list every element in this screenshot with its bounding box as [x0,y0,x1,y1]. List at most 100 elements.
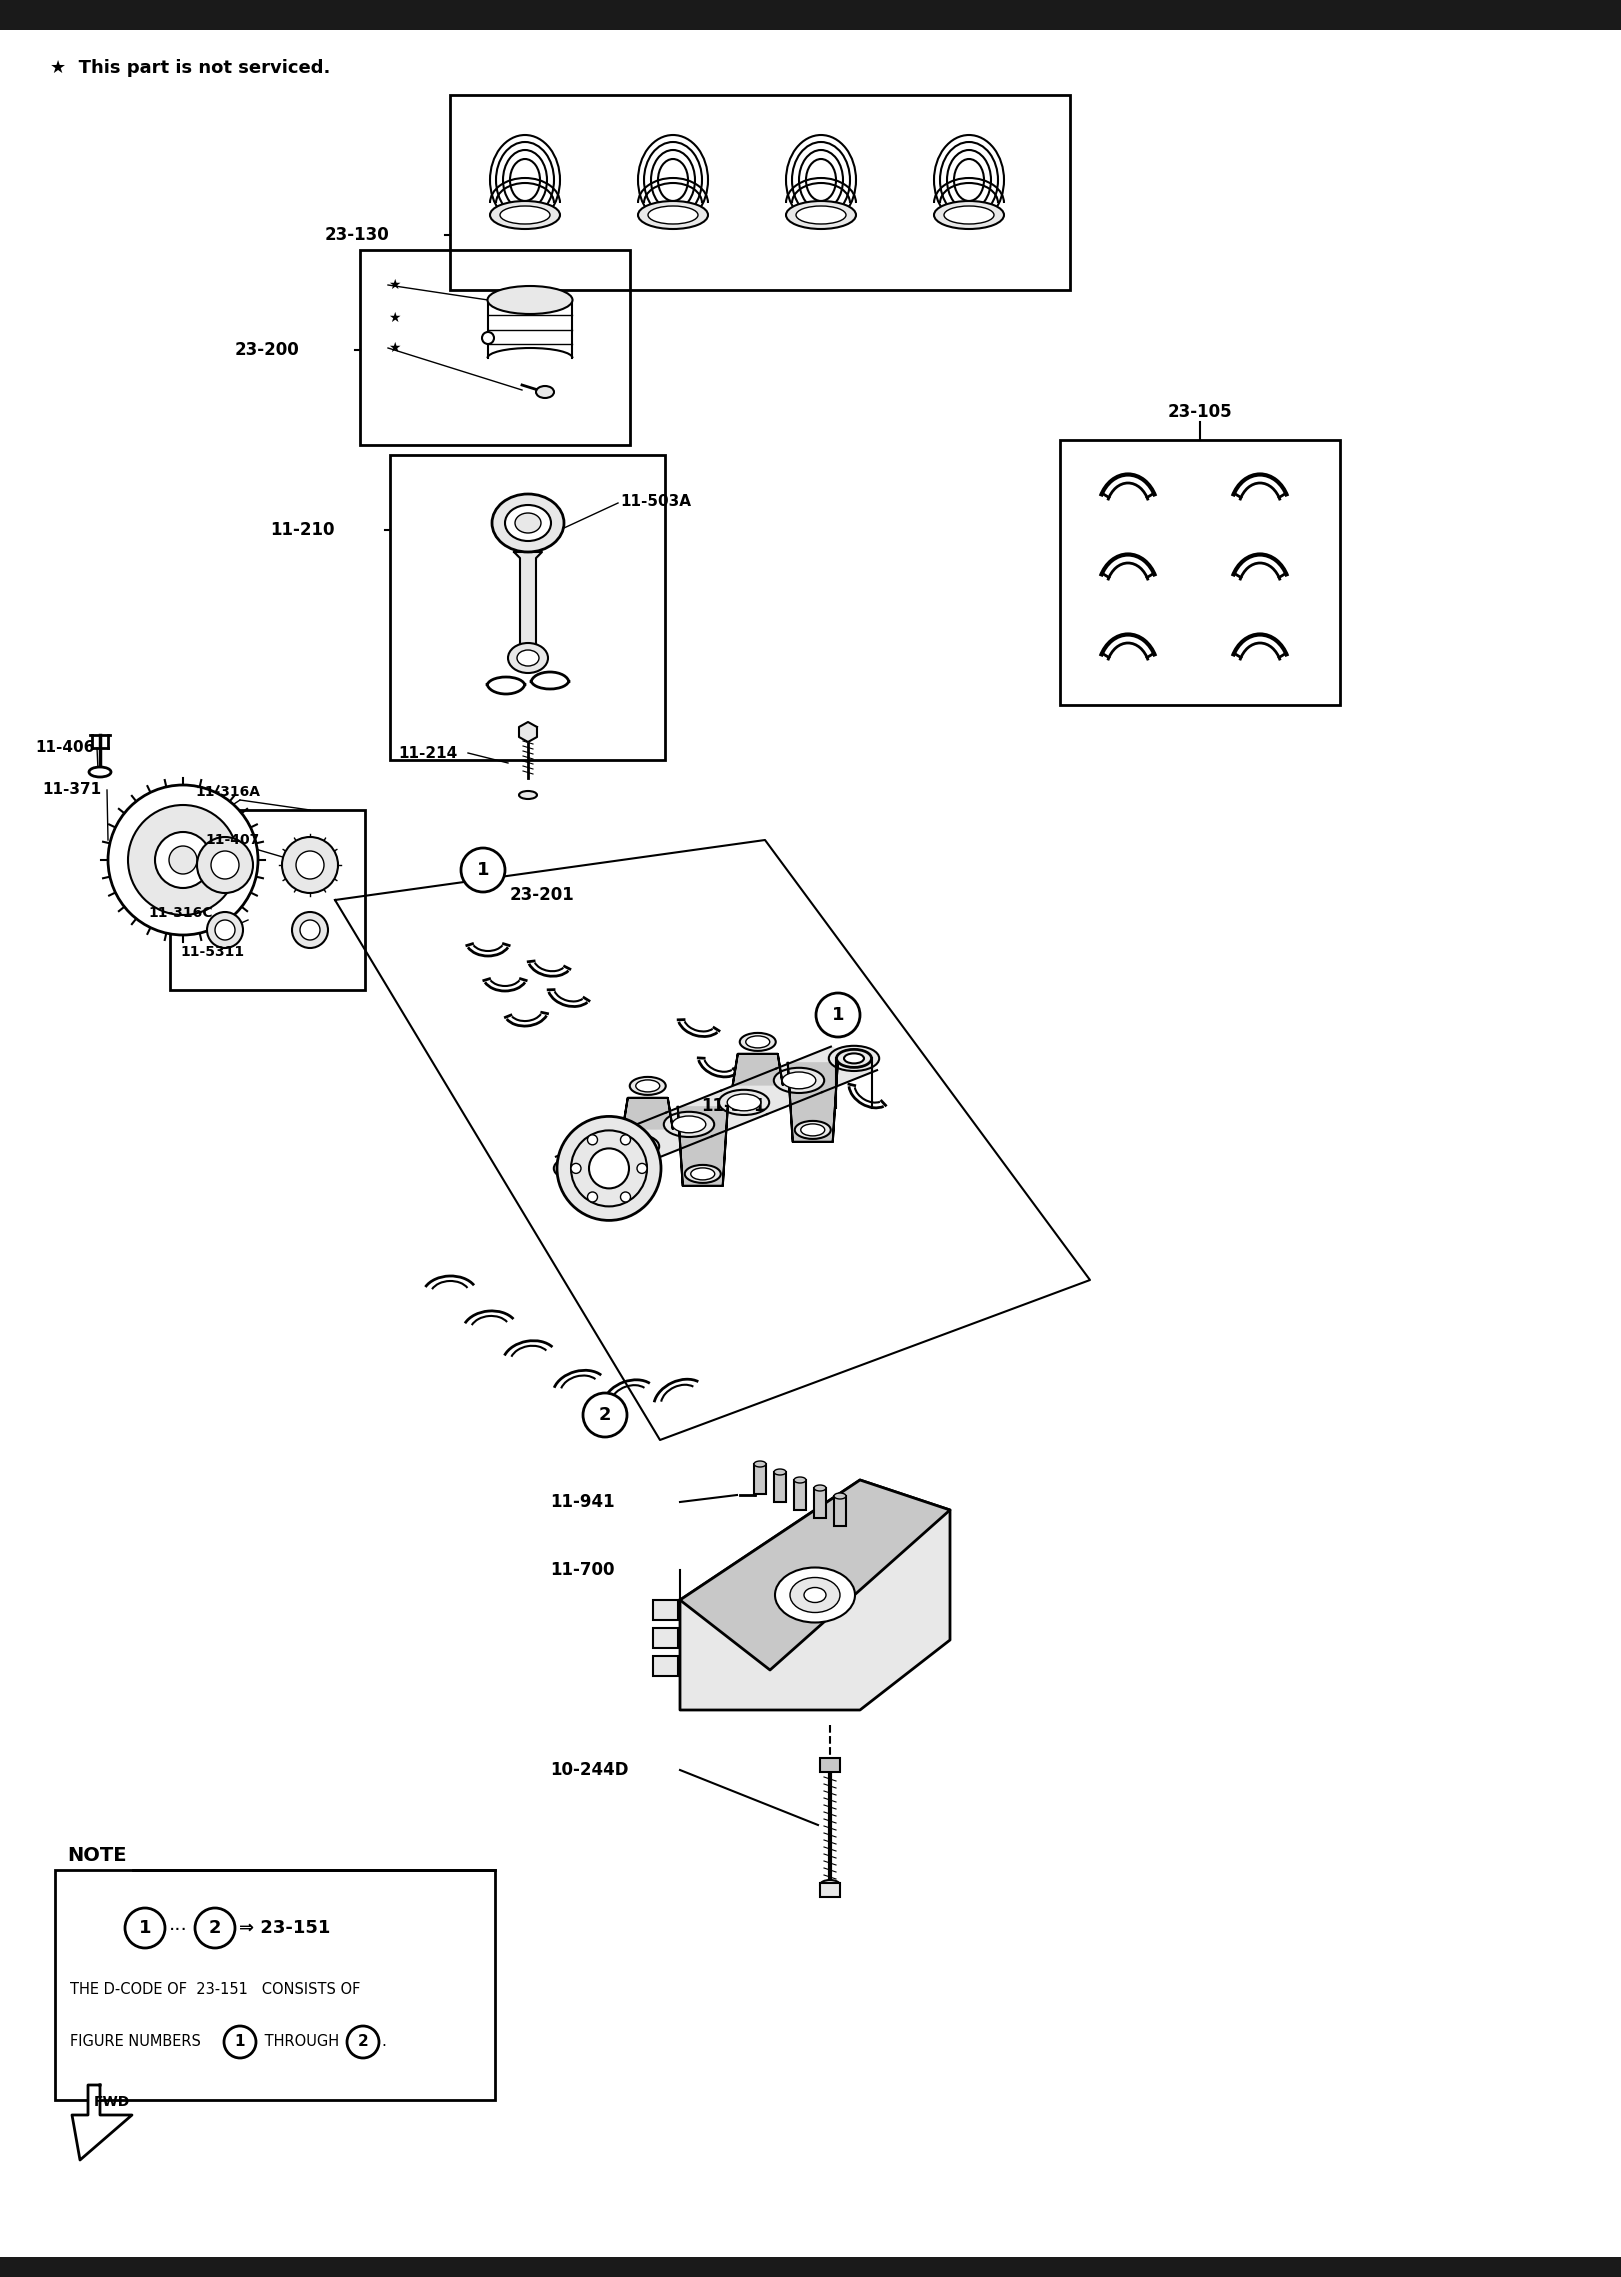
Polygon shape [519,722,537,742]
Ellipse shape [943,205,994,223]
Circle shape [224,2027,256,2058]
Text: ★: ★ [387,312,400,326]
Circle shape [621,1134,631,1145]
Circle shape [621,1191,631,1202]
Text: 23-201: 23-201 [511,886,575,904]
Ellipse shape [718,1091,770,1116]
Polygon shape [514,551,541,649]
Text: 11-316C: 11-316C [148,906,212,920]
Circle shape [347,2027,379,2058]
Ellipse shape [728,1093,760,1111]
Polygon shape [679,1480,950,1669]
Bar [814,1487,827,1519]
Text: 2: 2 [598,1405,611,1423]
Ellipse shape [783,1072,815,1088]
Text: 1: 1 [235,2036,245,2049]
Ellipse shape [739,1034,776,1052]
Ellipse shape [618,1138,650,1154]
Text: FIGURE NUMBERS: FIGURE NUMBERS [70,2036,206,2049]
Ellipse shape [775,1567,854,1624]
Ellipse shape [519,790,537,799]
Polygon shape [776,1047,877,1093]
Text: THROUGH: THROUGH [259,2036,344,2049]
Bar [773,1471,786,1503]
Ellipse shape [691,1168,715,1179]
Text: ⇒ 23-151: ⇒ 23-151 [238,1920,331,1938]
Bar [170,811,365,990]
Ellipse shape [833,1494,846,1498]
Circle shape [481,332,494,344]
Text: 23-130: 23-130 [324,225,389,244]
Text: THE D-CODE OF  23-151   CONSISTS OF: THE D-CODE OF 23-151 CONSISTS OF [70,1983,360,1997]
Circle shape [815,993,861,1036]
Circle shape [571,1129,647,1207]
Ellipse shape [554,1157,605,1182]
Ellipse shape [801,1125,825,1136]
Bar [794,1480,806,1510]
Text: 10-244D: 10-244D [550,1760,629,1778]
Circle shape [125,1908,165,1949]
Circle shape [588,1148,629,1189]
Text: ★: ★ [387,342,400,355]
Ellipse shape [648,205,699,223]
Circle shape [584,1394,627,1437]
Ellipse shape [684,1166,721,1182]
Text: 11-407: 11-407 [204,833,259,847]
Circle shape [292,913,327,947]
Text: 1: 1 [832,1006,845,1025]
Bar [360,250,631,444]
Polygon shape [622,1098,673,1129]
Ellipse shape [828,1045,879,1070]
Circle shape [587,1191,598,1202]
Ellipse shape [537,387,554,398]
Text: 1: 1 [139,1920,151,1938]
Ellipse shape [89,767,110,776]
Ellipse shape [814,1485,827,1491]
Polygon shape [788,1063,838,1141]
Polygon shape [721,1068,822,1113]
Text: 11-941: 11-941 [550,1494,614,1512]
Ellipse shape [804,1587,827,1603]
Ellipse shape [488,287,572,314]
Ellipse shape [836,1050,870,1068]
Text: 2: 2 [209,1920,220,1938]
Text: 11-214: 11-214 [399,745,457,761]
Text: 2: 2 [358,2036,368,2049]
Ellipse shape [665,1111,715,1136]
Text: 11-700: 11-700 [550,1562,614,1578]
Text: 1: 1 [477,861,490,879]
Circle shape [195,1908,235,1949]
Ellipse shape [493,494,564,551]
Text: 11-371: 11-371 [42,783,101,797]
Polygon shape [733,1054,783,1084]
Ellipse shape [773,1068,823,1093]
Ellipse shape [609,1134,660,1159]
Ellipse shape [629,1077,666,1095]
Circle shape [198,838,253,893]
Ellipse shape [511,159,540,200]
Bar [820,1883,840,1897]
Ellipse shape [796,205,846,223]
Bar [451,96,1070,289]
Text: 11-503A: 11-503A [619,494,691,508]
Text: 23-105: 23-105 [1167,403,1232,421]
Bar [653,1628,678,1649]
Text: 23-200: 23-200 [235,342,300,360]
Ellipse shape [639,200,708,230]
Ellipse shape [515,512,541,533]
Polygon shape [71,2086,131,2161]
Polygon shape [678,1107,728,1186]
Bar [653,1601,678,1619]
Circle shape [128,806,238,915]
Ellipse shape [754,1462,767,1466]
Circle shape [300,920,319,940]
Ellipse shape [836,1050,872,1068]
Ellipse shape [746,1036,770,1047]
Bar [754,1464,767,1494]
Circle shape [109,786,258,936]
Circle shape [216,920,235,940]
Polygon shape [556,1134,657,1179]
Circle shape [587,1134,598,1145]
Circle shape [571,1164,580,1173]
Circle shape [297,852,324,879]
